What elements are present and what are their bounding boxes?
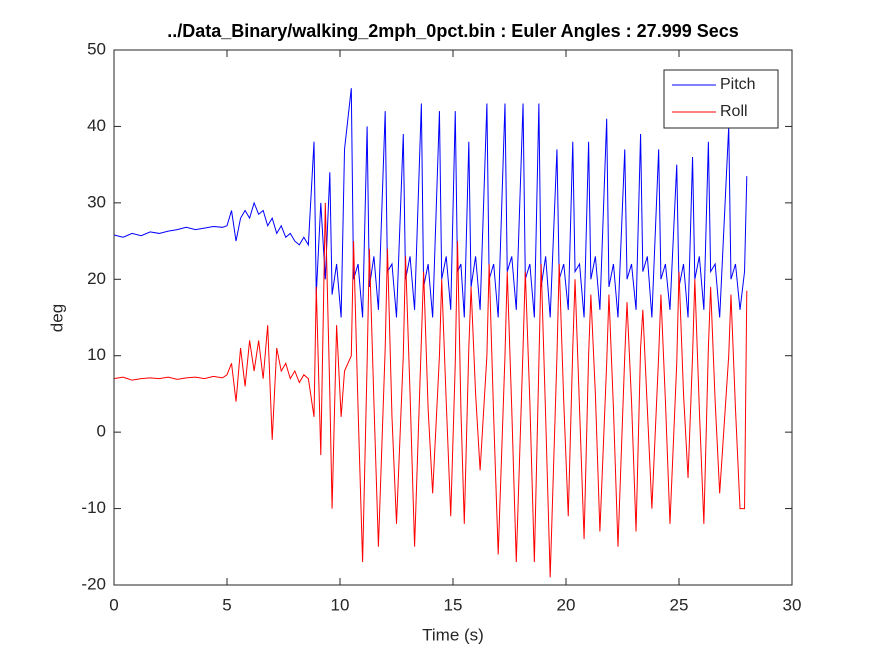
x-tick-label: 5: [222, 595, 231, 614]
data-line: [113, 202, 748, 578]
x-tick-label: 25: [670, 595, 689, 614]
y-tick-label: 30: [87, 192, 106, 211]
legend-box: [663, 69, 779, 129]
plot-area: [114, 50, 792, 585]
y-tick-label: 40: [87, 116, 106, 135]
x-tick-label: 20: [557, 595, 576, 614]
y-axis-label: deg: [47, 304, 66, 332]
y-tick-label: 50: [87, 39, 106, 58]
y-tick-label: 10: [87, 345, 106, 364]
x-tick-label: 0: [109, 595, 118, 614]
x-tick-label: 30: [783, 595, 802, 614]
y-tick-label: -10: [81, 498, 106, 517]
y-tick-label: 20: [87, 269, 106, 288]
legend-label: Pitch: [720, 76, 756, 93]
x-tick-label: 15: [444, 595, 463, 614]
chart-title: ../Data_Binary/walking_2mph_0pct.bin : E…: [167, 21, 739, 41]
y-tick-label: -20: [81, 574, 106, 593]
x-axis-label: Time (s): [422, 625, 484, 644]
x-tick-label: 10: [331, 595, 350, 614]
legend-label: Roll: [720, 103, 748, 120]
data-line: [113, 88, 748, 318]
y-tick-label: 0: [97, 422, 106, 441]
